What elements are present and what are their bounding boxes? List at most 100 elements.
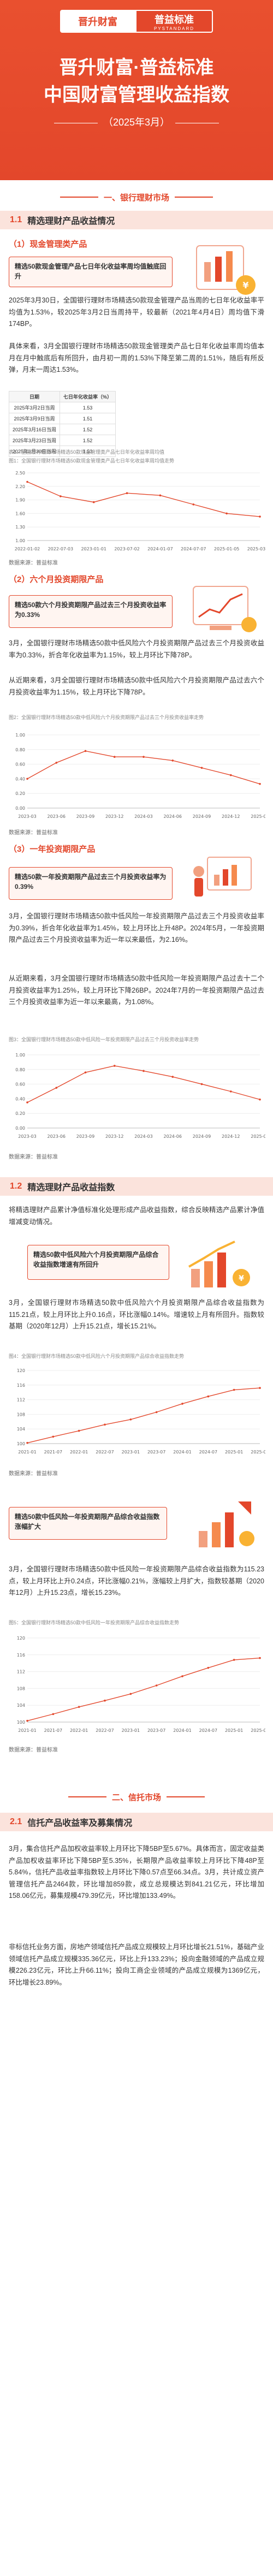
figure-4: 100 104 108 112 116 120 2021-01 2021-07 2022-01 2…	[8, 1365, 265, 1458]
pystandard-name: 普益标准	[155, 14, 194, 25]
data-point	[26, 480, 28, 483]
x-tick-label: 2022-01	[70, 1450, 88, 1455]
y-tick-label: 0.80	[15, 1067, 25, 1072]
data-point	[200, 767, 203, 769]
heading-rule-left	[68, 1796, 106, 1797]
data-point	[92, 501, 95, 503]
x-tick-label: 2024-09	[193, 1134, 211, 1139]
data-point	[181, 1403, 183, 1405]
data-point	[26, 1101, 28, 1103]
data-point	[113, 756, 116, 758]
x-tick-label: 2024-06	[164, 1134, 182, 1139]
x-tick-label: 2022-07	[96, 1450, 114, 1455]
data-point	[104, 1423, 106, 1426]
x-tick-label: 2023-06	[48, 1134, 66, 1139]
heading-rule-left	[60, 197, 98, 198]
figure-1-chart: 1.00 1.30 1.60 1.90 2.20 2.50 2022-01-02 2022-0…	[15, 471, 265, 551]
y-tick-label: 0.80	[15, 747, 25, 752]
x-tick-label: 2025-01-05	[214, 547, 240, 551]
rising-bars-illustration	[199, 1501, 254, 1547]
x-tick-label: 2021-01	[18, 1728, 36, 1733]
table-cell: 2025年3月2日当周	[8, 402, 61, 413]
x-tick-label: 2023-12	[105, 814, 123, 819]
figure-2-chart: 0.00 0.20 0.40 0.60 0.80 1.00 2023-03 2023-06 20…	[15, 733, 265, 819]
data-point	[171, 759, 174, 762]
x-tick-label: 2024-12	[222, 1134, 240, 1139]
x-tick-label: 2023-09	[76, 1134, 94, 1139]
x-tick-label: 2023-09	[76, 814, 94, 819]
svg-text:¥: ¥	[242, 280, 248, 290]
section-title: 二、信托市场	[111, 1792, 161, 1802]
data-point	[126, 492, 128, 494]
table-row: 2025年3月2日当周 1.53	[8, 402, 116, 413]
data-point	[159, 494, 162, 497]
trust-paragraph-1: 3月，集合信托产品加权收益率较上月环比下降5BP至5.67%。具体而言，固定收益…	[9, 1845, 264, 1900]
y-tick-label: 0.60	[15, 762, 25, 767]
section-heading-bank: 一、银行理财市场	[0, 189, 273, 205]
report-period: （2025年3月）	[0, 115, 273, 129]
data-point	[225, 512, 228, 515]
figure-4-chart: 100 104 108 112 116 120 2021-01 2021-07 2022-01 2…	[17, 1368, 265, 1455]
x-tick-label: 2022-01-02	[15, 547, 40, 551]
data-point	[129, 1418, 132, 1421]
tablet-chart-illustration	[193, 586, 257, 632]
data-point	[200, 1083, 203, 1085]
figure-5: 100 104 108 112 116 120 2021-01 2021-07 2022-01 2…	[8, 1633, 265, 1736]
figure-3-note: 图3：全国银行理财市场精选50款中低风险一年投资期限产品过去三个月投资收益率走势	[9, 1037, 199, 1042]
table-cell: 2025年3月30日当周	[8, 446, 61, 457]
x-tick-label: 2023-01-01	[81, 547, 106, 551]
x-tick-label: 2023-12	[105, 1134, 123, 1139]
six-month-index-callout: 精选50款中低风险六个月投资期限产品综合收益指数增速有所回升	[27, 1245, 169, 1280]
y-tick-label: 1.00	[15, 538, 25, 543]
y-tick-label: 0.20	[15, 1111, 25, 1116]
x-tick-label: 2022-07-03	[48, 547, 74, 551]
data-point	[259, 1657, 261, 1659]
data-point	[229, 774, 232, 776]
header-banner: 晋升财富 普益标准 PYSTANDARD 晋升财富·普益标准 中国财富管理收益指…	[0, 0, 273, 180]
y-tick-label: 104	[17, 1703, 25, 1708]
y-tick-label: 0.00	[15, 1126, 25, 1131]
y-tick-label: 112	[17, 1670, 25, 1675]
data-point	[78, 1429, 80, 1432]
pystandard-logo: 普益标准 PYSTANDARD	[135, 10, 213, 33]
x-tick-label: 2024-06	[164, 814, 182, 819]
figure-1-source: 数据来源：普益标准	[9, 560, 58, 566]
cash-products-heading: （1）现金管理类产品	[9, 240, 87, 249]
x-tick-label: 2024-01-07	[147, 547, 173, 551]
x-tick-label: 2023-01	[122, 1728, 140, 1733]
one-year-index-paragraph: 3月，全国银行理财市场精选50款中低风险一年投资期限产品综合收益指数为115.2…	[9, 1565, 264, 1596]
x-tick-label: 2024-03	[134, 814, 152, 819]
y-tick-label: 0.40	[15, 776, 25, 781]
y-tick-label: 2.50	[15, 471, 25, 476]
x-tick-label: 2023-07	[147, 1728, 165, 1733]
x-tick-label: 2024-07	[199, 1728, 217, 1733]
data-point	[207, 1666, 210, 1669]
y-tick-label: 116	[17, 1653, 25, 1658]
data-point	[171, 1076, 174, 1078]
figure-3-chart: 0.00 0.20 0.40 0.60 0.80 1.00 2023-03 2023-06 20…	[15, 1053, 265, 1139]
x-tick-label: 2025-01	[225, 1450, 243, 1455]
x-tick-label: 2024-01	[173, 1450, 191, 1455]
figure-5-chart: 100 104 108 112 116 120 2021-01 2021-07 2022-01 2…	[17, 1636, 265, 1733]
one-year-paragraph-2: 从近期来看，3月全国银行理财市场精选50款中低风险一年投资期限产品过去十二个月投…	[9, 975, 264, 1006]
y-tick-label: 108	[17, 1412, 25, 1417]
data-point	[259, 515, 261, 518]
figure-2: 0.00 0.20 0.40 0.60 0.80 1.00 2023-03 2023-06 20…	[8, 729, 265, 822]
person-chart-illustration	[193, 857, 252, 897]
y-tick-label: 1.00	[15, 733, 25, 738]
y-tick-label: 1.90	[15, 498, 25, 503]
trust-paragraph-2: 非标信托业务方面，房地产领域信托产品成立规模较上月环比增长21.51%，基础产业…	[9, 1943, 264, 1986]
y-tick-label: 116	[17, 1383, 25, 1388]
x-tick-label: 2024-07	[199, 1450, 217, 1455]
series-line	[27, 1387, 260, 1444]
subsection-label: 精选理财产品收益指数	[27, 1183, 115, 1192]
y-tick-label: 0.40	[15, 1096, 25, 1101]
y-tick-label: 0.20	[15, 791, 25, 796]
x-tick-label: 2022-07	[96, 1728, 114, 1733]
data-point	[84, 750, 87, 752]
data-point	[52, 1435, 55, 1438]
table-header-yield: 七日年化收益率（%）	[60, 391, 116, 402]
cash-products-callout: 精选50款现金管理产品七日年化收益率周均值触底回升	[9, 257, 173, 287]
y-tick-label: 108	[17, 1686, 25, 1691]
x-tick-label: 2021-07	[44, 1450, 62, 1455]
